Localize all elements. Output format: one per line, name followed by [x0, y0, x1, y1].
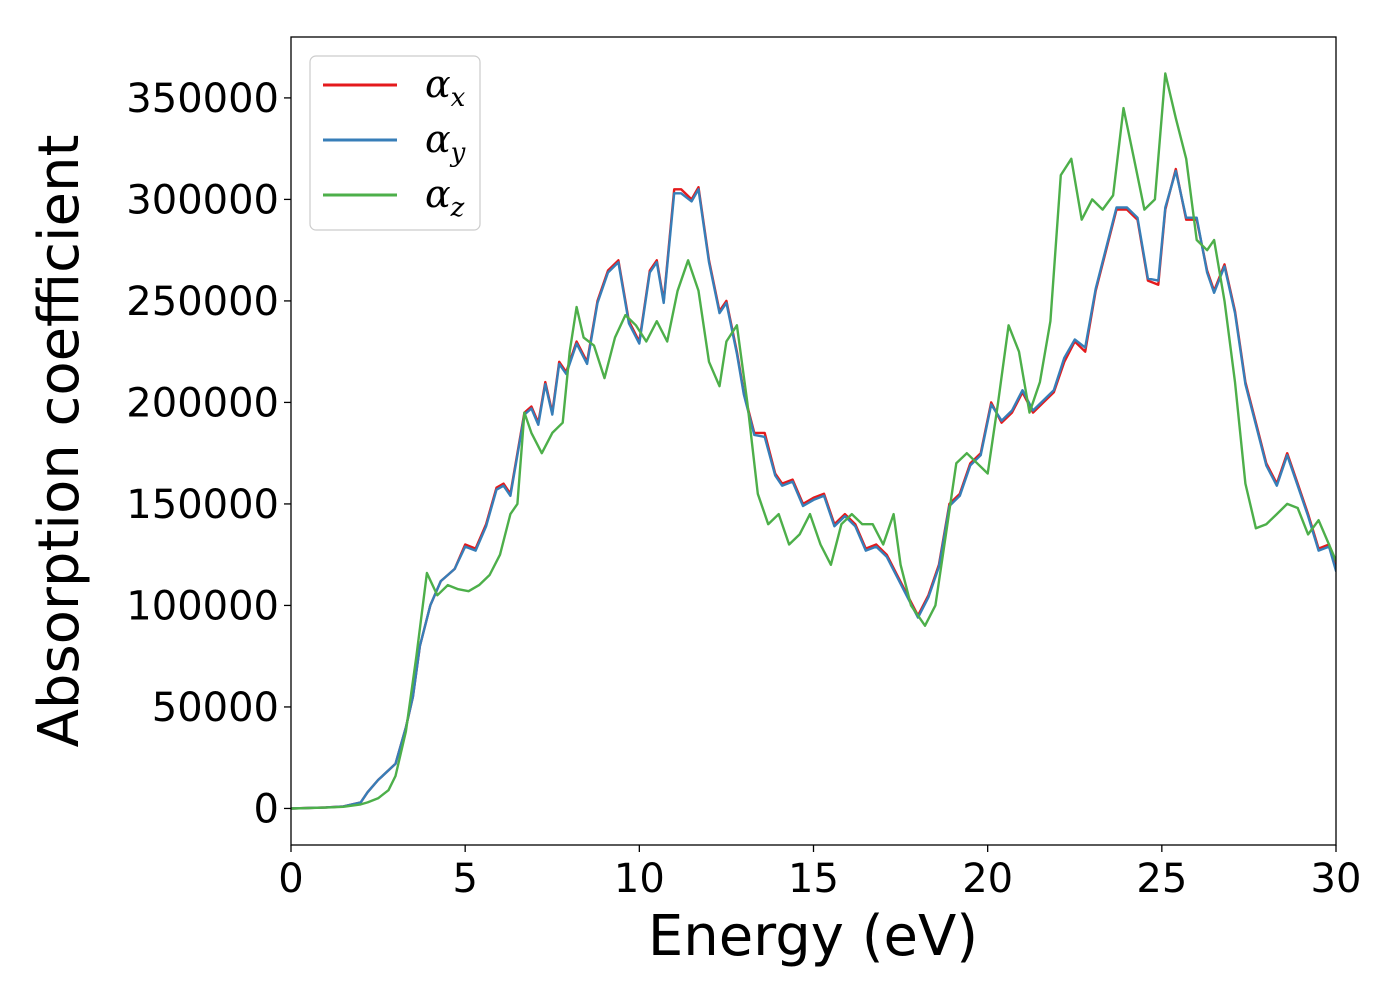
- y-tick-label: 100000: [126, 583, 279, 629]
- y-axis-ticks: 0 50000 100000 150000 200000 250000 300000 3500…: [126, 76, 291, 832]
- legend-label-alpha-x: αx: [425, 62, 466, 113]
- x-tick-label: 30: [1311, 856, 1362, 902]
- x-axis-title: Energy (eV): [648, 904, 978, 969]
- y-axis-title: Absorption coefficient: [27, 135, 92, 748]
- x-tick-label: 15: [788, 856, 839, 902]
- legend-box: [309, 55, 481, 231]
- x-tick-label: 25: [1136, 856, 1187, 902]
- series-line-alpha-y: [291, 169, 1336, 810]
- y-tick-label: 50000: [152, 685, 279, 731]
- x-axis-ticks: 0 5 10 15 20 25 30: [278, 845, 1361, 902]
- x-tick-label: 20: [962, 856, 1013, 902]
- y-tick-label: 350000: [126, 76, 279, 122]
- x-tick-label: 0: [278, 856, 303, 902]
- y-tick-label: 250000: [126, 279, 279, 325]
- legend-label-alpha-y: αy: [425, 117, 466, 168]
- y-tick-label: 300000: [126, 177, 279, 223]
- series-layer: [291, 72, 1336, 810]
- x-tick-label: 5: [452, 856, 477, 902]
- y-tick-label: 150000: [126, 482, 279, 528]
- x-tick-label: 10: [614, 856, 665, 902]
- y-tick-label: 0: [254, 786, 279, 832]
- legend-label-alpha-z: αz: [425, 172, 465, 223]
- series-line-alpha-z: [291, 72, 1336, 810]
- y-tick-label: 200000: [126, 380, 279, 426]
